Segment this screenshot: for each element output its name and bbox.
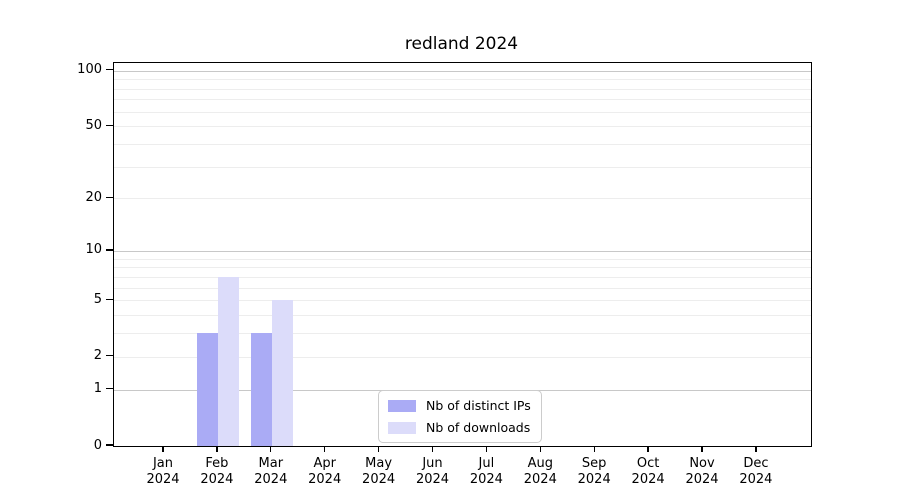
y-tick-mark xyxy=(106,124,113,126)
y-tick-label: 10 xyxy=(85,242,102,258)
gridline-minor xyxy=(114,276,811,278)
legend-label-distinct-ips: Nb of distinct IPs xyxy=(426,398,531,413)
x-tick-year: 2024 xyxy=(200,472,234,487)
x-tick-mark xyxy=(162,446,164,452)
y-tick-label: 0 xyxy=(93,437,102,453)
legend: Nb of distinct IPs Nb of downloads xyxy=(378,390,542,443)
x-tick-label: Sep 2024 xyxy=(564,456,624,488)
gridline-minor xyxy=(114,287,811,289)
gridline-minor xyxy=(114,79,811,81)
x-tick-mark xyxy=(377,446,380,452)
plot-area xyxy=(113,62,812,447)
gridline-major xyxy=(114,250,811,252)
y-tick-label: 100 xyxy=(77,62,102,78)
legend-swatch-downloads xyxy=(388,421,416,434)
x-tick-mark xyxy=(539,446,541,452)
x-tick-mark xyxy=(755,446,757,452)
y-tick-label: 5 xyxy=(93,291,102,307)
y-tick-label: 2 xyxy=(93,348,102,364)
x-tick-year: 2024 xyxy=(523,472,557,487)
gridline-minor xyxy=(114,99,811,101)
x-tick-year: 2024 xyxy=(739,472,773,487)
x-tick-mark xyxy=(270,446,272,452)
y-tick-mark xyxy=(106,249,113,251)
x-tick-year: 2024 xyxy=(146,472,180,487)
x-tick-mark xyxy=(701,446,703,452)
x-tick-year: 2024 xyxy=(415,472,450,487)
x-tick-label: Apr 2024 xyxy=(295,456,355,488)
y-tick-label: 50 xyxy=(85,117,102,133)
x-tick-mark xyxy=(485,446,488,452)
y-tick-mark xyxy=(106,196,113,199)
x-tick-label: Feb 2024 xyxy=(187,456,247,488)
bar-downloads-mar xyxy=(271,300,293,446)
y-tick-mark xyxy=(106,298,113,300)
gridline-minor xyxy=(114,315,811,317)
bar-distinct-ips-mar xyxy=(250,333,272,446)
x-tick-label: Jan 2024 xyxy=(133,456,193,488)
x-tick-label: Aug 2024 xyxy=(510,456,570,488)
x-tick-label: Nov 2024 xyxy=(672,456,732,488)
gridline-minor xyxy=(114,111,811,113)
chart-title: redland 2024 xyxy=(404,34,519,54)
y-tick-label: 20 xyxy=(85,189,102,205)
x-tick-label: May 2024 xyxy=(349,456,409,488)
x-tick-year: 2024 xyxy=(308,472,342,487)
gridline-minor xyxy=(114,258,811,260)
legend-swatch-distinct-ips xyxy=(388,399,416,412)
bar-downloads-feb xyxy=(217,276,239,446)
gridline-minor xyxy=(114,356,811,358)
y-tick-mark xyxy=(106,354,113,357)
x-tick-mark xyxy=(324,446,326,452)
y-tick-mark xyxy=(106,68,113,71)
gridline-major xyxy=(114,70,811,72)
y-tick-label: 1 xyxy=(93,381,102,397)
x-tick-label: Jun 2024 xyxy=(403,456,463,488)
x-tick-year: 2024 xyxy=(254,472,288,487)
x-tick-mark xyxy=(593,446,595,452)
gridline-minor xyxy=(114,126,811,128)
legend-item-distinct-ips: Nb of distinct IPs xyxy=(388,398,531,413)
x-tick-label: Jul 2024 xyxy=(456,456,516,488)
legend-item-downloads: Nb of downloads xyxy=(388,420,531,435)
x-tick-year: 2024 xyxy=(362,472,396,487)
x-tick-mark xyxy=(431,446,434,452)
gridline-minor xyxy=(114,300,811,302)
gridline-minor xyxy=(114,333,811,335)
x-tick-label: Dec 2024 xyxy=(726,456,786,488)
x-tick-label: Mar 2024 xyxy=(241,456,301,488)
y-tick-mark xyxy=(106,444,113,446)
x-tick-label: Oct 2024 xyxy=(618,456,678,488)
bar-distinct-ips-feb xyxy=(196,333,218,446)
x-tick-mark xyxy=(647,446,649,452)
x-tick-mark xyxy=(216,446,218,452)
gridline-minor xyxy=(114,166,811,168)
x-tick-year: 2024 xyxy=(685,472,719,487)
gridline-minor xyxy=(114,88,811,90)
gridline-minor xyxy=(114,198,811,200)
x-tick-year: 2024 xyxy=(631,472,665,487)
gridline-minor xyxy=(114,267,811,269)
gridline-minor xyxy=(114,143,811,145)
legend-label-downloads: Nb of downloads xyxy=(426,420,531,435)
y-tick-mark xyxy=(106,387,113,390)
x-tick-year: 2024 xyxy=(469,472,503,487)
x-tick-year: 2024 xyxy=(577,472,611,487)
